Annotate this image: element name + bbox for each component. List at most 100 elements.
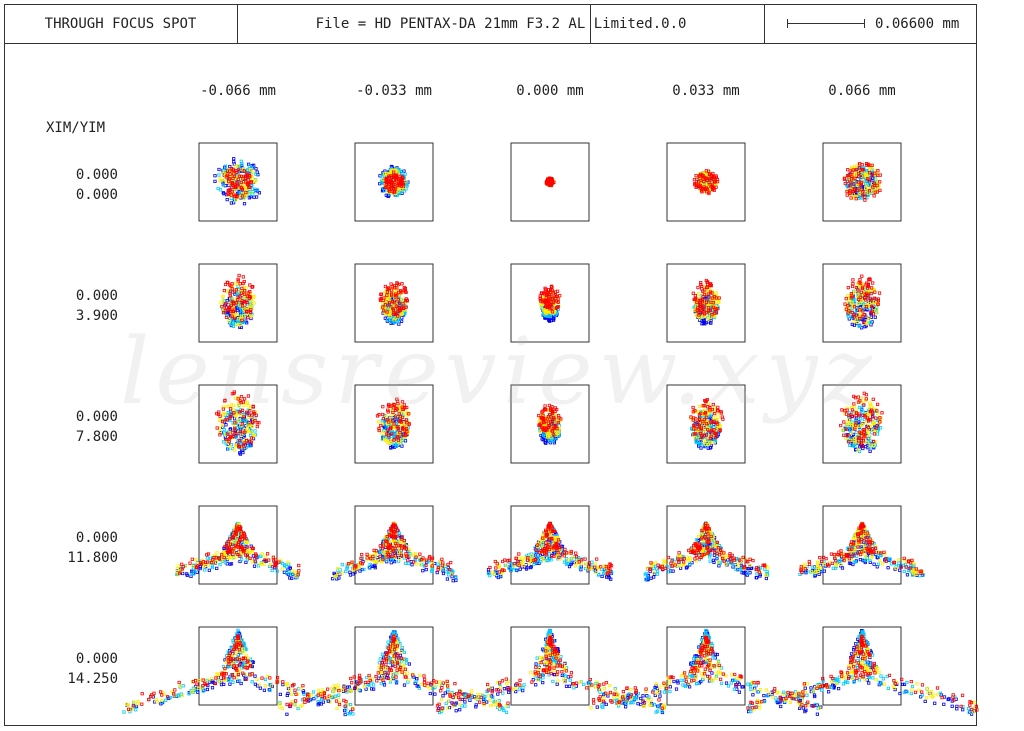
spot-point <box>243 553 248 557</box>
spot-point <box>713 439 718 443</box>
spot-point <box>253 557 257 561</box>
spot-point <box>380 431 384 435</box>
spot-point <box>873 315 877 319</box>
spot-point <box>381 298 385 302</box>
field-yim-label: 7.800 <box>76 429 118 445</box>
spot-point <box>195 561 200 566</box>
spot-point <box>249 180 253 185</box>
spot-point <box>249 190 253 195</box>
spot-point <box>225 404 229 408</box>
spot-point <box>247 421 251 425</box>
spot-point <box>231 408 236 412</box>
spot-point <box>221 183 225 187</box>
spot-point <box>850 408 855 412</box>
spot-point <box>856 301 860 306</box>
header-bar: THROUGH FOCUS SPOT File = HD PENTAX-DA 2… <box>4 4 977 44</box>
spot-point <box>218 188 223 192</box>
spot-point <box>246 182 250 186</box>
spot-point <box>842 433 846 437</box>
spot-point <box>215 551 219 555</box>
spot-point <box>189 572 193 576</box>
spot-point <box>692 177 697 182</box>
spot-point <box>876 302 880 306</box>
spot-point <box>176 564 180 568</box>
spot-point <box>389 288 394 292</box>
spot-point <box>854 413 858 418</box>
scale-bar-icon <box>787 18 865 29</box>
spot-point <box>248 433 253 438</box>
spot-point <box>861 410 865 414</box>
spot-point <box>242 169 246 173</box>
spot-point <box>381 405 385 409</box>
spot-point <box>865 183 869 187</box>
spot-point <box>250 176 254 180</box>
spot-point <box>696 285 700 290</box>
spot-point <box>394 193 398 197</box>
spot-point <box>869 291 873 296</box>
spot-point <box>239 395 244 399</box>
spot-box <box>354 142 434 222</box>
spot-point <box>227 440 231 444</box>
spot-point <box>265 552 270 556</box>
spot-point <box>862 403 866 407</box>
spot-point <box>867 316 871 320</box>
spot-point <box>244 190 248 195</box>
spot-point <box>242 296 247 300</box>
spot-point <box>213 179 217 183</box>
file-name: File = HD PENTAX-DA 21mm F3.2 AL Limited… <box>238 4 765 43</box>
spot-point <box>547 403 552 408</box>
spot-point <box>228 187 232 191</box>
spot-point <box>248 174 252 178</box>
spot-point <box>402 189 407 193</box>
spot-point <box>239 174 243 178</box>
spot-point <box>395 397 399 401</box>
spot-point <box>232 290 237 294</box>
spot-point <box>862 321 866 325</box>
spot-point <box>348 573 353 577</box>
field-xim-label: 0.000 <box>76 651 118 667</box>
spot-point <box>407 422 411 427</box>
spot-point <box>290 572 294 576</box>
spot-point <box>348 570 352 574</box>
spot-point <box>224 423 228 427</box>
spot-point <box>205 556 209 560</box>
spot-point <box>238 538 242 542</box>
spot-point <box>876 169 880 173</box>
spot-point <box>691 291 695 295</box>
spot-point <box>249 310 253 315</box>
spot-point <box>240 186 244 190</box>
spot-point <box>225 169 229 173</box>
spot-point <box>228 427 232 431</box>
spot-point <box>238 413 243 417</box>
field-xim-label: 0.000 <box>76 288 118 304</box>
spot-point <box>878 188 882 192</box>
spot-point <box>877 291 882 295</box>
spot-point <box>691 405 695 410</box>
spot-point <box>218 418 222 422</box>
focus-shift-label: -0.033 mm <box>356 83 432 99</box>
spot-point <box>255 424 259 429</box>
spot-point <box>222 288 226 293</box>
spot-point <box>257 191 262 195</box>
spot-point <box>403 172 407 176</box>
spot-point <box>250 299 254 303</box>
spot-point <box>694 173 698 178</box>
spot-point <box>537 413 541 418</box>
spot-point <box>553 290 557 294</box>
spot-point <box>691 418 695 422</box>
spot-point <box>695 177 699 181</box>
field-yim-label: 11.800 <box>67 550 118 566</box>
spot-point <box>858 162 862 166</box>
spot-point <box>381 412 385 417</box>
spot-point <box>390 284 394 289</box>
spot-point <box>860 274 864 278</box>
spot-point <box>233 443 238 448</box>
field-xim-label: 0.000 <box>76 167 118 183</box>
spot-point <box>231 403 235 408</box>
spot-point <box>846 285 850 290</box>
spot-point <box>861 446 865 451</box>
spot-point <box>290 569 295 573</box>
spot-point <box>206 563 210 568</box>
spot-point <box>852 323 856 327</box>
spot-point <box>227 177 232 181</box>
